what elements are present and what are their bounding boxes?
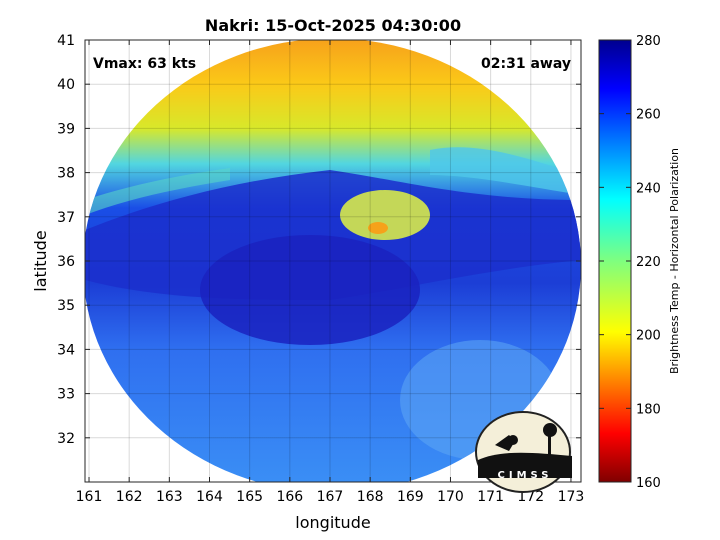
cimss-logo: CIMSS bbox=[475, 411, 572, 493]
vmax-annotation: Vmax: 63 kts bbox=[93, 56, 196, 72]
colorbar-tick-label: 220 bbox=[636, 255, 661, 270]
y-axis-label: latitude bbox=[31, 230, 50, 291]
y-tick-label: 36 bbox=[57, 254, 75, 270]
colorbar-tick-label: 240 bbox=[636, 181, 661, 196]
x-tick-label: 172 bbox=[517, 489, 544, 505]
chart-title: Nakri: 15-Oct-2025 04:30:00 bbox=[205, 16, 461, 35]
x-tick-label: 161 bbox=[76, 489, 103, 505]
colorbar-tick-label: 180 bbox=[636, 402, 661, 417]
y-tick-label: 37 bbox=[57, 210, 75, 226]
grid-horizontal bbox=[85, 39, 581, 439]
colorbar-ticks: 160 180 200 220 240 260 280 bbox=[599, 34, 661, 491]
colorbar-label: Brightness Temp - Horizontal Polarizatio… bbox=[668, 148, 681, 374]
colorbar-tick-label: 280 bbox=[636, 34, 661, 49]
y-tick-label: 40 bbox=[57, 77, 75, 93]
x-tick-label: 169 bbox=[397, 489, 424, 505]
x-tick-label: 162 bbox=[116, 489, 143, 505]
y-ticks: 32 33 34 35 36 37 38 39 40 41 bbox=[57, 33, 581, 447]
y-tick-label: 39 bbox=[57, 121, 75, 137]
x-tick-label: 163 bbox=[156, 489, 183, 505]
x-axis-label: longitude bbox=[295, 513, 370, 532]
y-tick-label: 34 bbox=[57, 342, 75, 358]
x-tick-label: 165 bbox=[236, 489, 263, 505]
x-tick-label: 171 bbox=[477, 489, 504, 505]
y-tick-label: 41 bbox=[57, 33, 75, 49]
x-tick-label: 170 bbox=[437, 489, 464, 505]
colorbar-tick-label: 160 bbox=[636, 476, 661, 491]
logo-text: CIMSS bbox=[498, 470, 553, 481]
x-tick-label: 164 bbox=[196, 489, 223, 505]
x-tick-label: 166 bbox=[276, 489, 303, 505]
colorbar bbox=[598, 39, 632, 483]
colorbar-tick-label: 200 bbox=[636, 329, 661, 344]
y-tick-label: 35 bbox=[57, 298, 75, 314]
x-ticks: 161 162 163 164 165 166 167 168 169 170 171 172 173 bbox=[76, 40, 585, 505]
y-tick-label: 32 bbox=[57, 431, 75, 447]
time-away-annotation: 02:31 away bbox=[481, 56, 571, 72]
y-tick-label: 38 bbox=[57, 166, 75, 182]
x-tick-label: 167 bbox=[317, 489, 344, 505]
x-tick-label: 168 bbox=[357, 489, 384, 505]
colorbar-tick-label: 260 bbox=[636, 108, 661, 123]
y-tick-label: 33 bbox=[57, 387, 75, 403]
x-tick-label: 173 bbox=[558, 489, 585, 505]
swath-image bbox=[85, 40, 581, 482]
